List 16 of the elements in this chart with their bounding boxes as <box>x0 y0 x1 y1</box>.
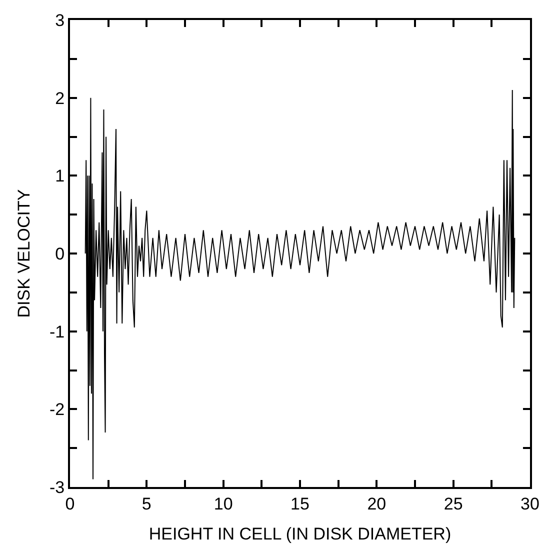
x-tick-label: 30 <box>520 494 540 514</box>
y-tick-label: 3 <box>55 10 65 30</box>
y-tick-label: 0 <box>55 244 65 264</box>
y-tick-label: 1 <box>55 166 65 186</box>
x-tick-label: 20 <box>367 494 386 514</box>
line-series <box>84 90 516 480</box>
x-tick-label: 25 <box>444 494 463 514</box>
y-tick-label: 2 <box>55 88 65 108</box>
y-tick-label: -2 <box>49 400 65 420</box>
x-tick-label: 5 <box>142 494 152 514</box>
y-tick-label: -3 <box>49 478 65 497</box>
x-tick-label: 15 <box>290 494 310 514</box>
x-axis-title: HEIGHT IN CELL (IN DISK DIAMETER) <box>148 524 452 544</box>
y-axis-title: DISK VELOCITY <box>14 189 34 318</box>
y-tick-label: -1 <box>49 322 65 342</box>
x-tick-label: 10 <box>214 494 233 514</box>
